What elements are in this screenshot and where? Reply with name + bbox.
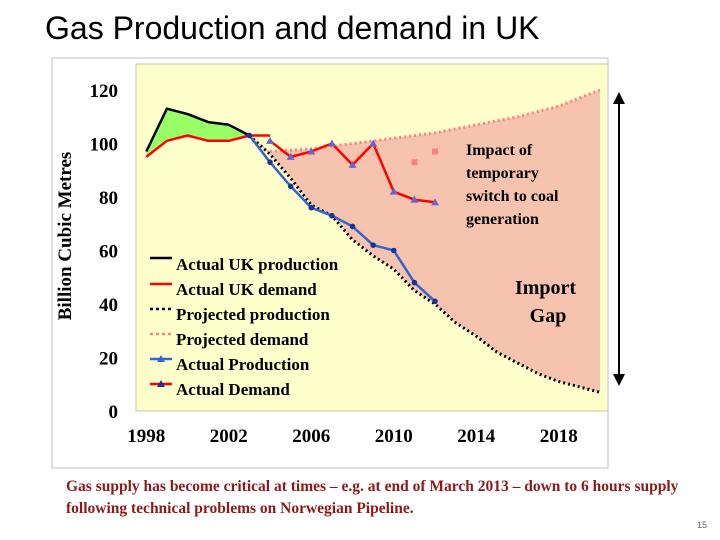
series-markers (246, 132, 440, 305)
actual-demand-point (410, 195, 419, 203)
x-tick-label: 1998 (127, 426, 165, 447)
y-tick-label: 0 (109, 402, 119, 423)
legend-label-actual-demand: Actual Demand (176, 380, 290, 399)
x-tick-label: 2014 (457, 426, 496, 447)
legend-marker-actual-production (157, 355, 165, 362)
actual-demand-point (307, 147, 316, 155)
actual-production-point (370, 242, 376, 248)
x-axis-ticks: 1998 2002 2006 2010 2014 2018 (127, 426, 577, 447)
actual-production-point (349, 223, 356, 230)
chart-border (51, 57, 609, 469)
actual-demand-point (327, 139, 336, 147)
actual-demand-point (369, 139, 378, 147)
y-tick-label: 20 (99, 349, 118, 370)
actual-production-point (308, 204, 315, 211)
y-tick-label: 100 (90, 135, 119, 156)
projected-demand-point (411, 159, 418, 166)
x-tick-label: 2018 (540, 426, 578, 447)
y-axis-label: Billion Cubic Metres (55, 152, 76, 321)
actual-demand-point (266, 136, 275, 144)
actual-production-point (329, 212, 335, 219)
x-tick-label: 2002 (210, 426, 248, 447)
x-tick-label: 2010 (375, 426, 413, 447)
legend-label-actual-production: Actual Production (176, 355, 310, 374)
slide-title: Gas Production and demand in UK (45, 10, 540, 46)
import-gap-area (249, 90, 600, 393)
projected-demand-point (432, 148, 439, 155)
area-fills (146, 90, 600, 393)
actual-demand-point (389, 187, 398, 195)
series-line-actual-production-4 (248, 134, 436, 303)
surplus-area (146, 108, 250, 157)
actual-production-point (390, 247, 397, 254)
legend-label-projected-production: Projected production (176, 305, 330, 324)
actual-production-point (267, 159, 273, 166)
legend-label-actual-uk-production: Actual UK production (176, 255, 339, 274)
actual-production-point (287, 183, 294, 190)
actual-demand-point (431, 198, 440, 206)
annotation-coal-switch: Impact of temporary switch to coal gener… (466, 142, 562, 228)
legend-label-projected-demand: Projected demand (176, 330, 309, 349)
legend-label-actual-uk-demand: Actual UK demand (176, 280, 317, 299)
y-tick-label: 120 (90, 81, 119, 102)
y-tick-label: 60 (99, 242, 118, 263)
actual-production-point (411, 279, 418, 286)
legend-marker-actual-demand (157, 380, 165, 387)
series-line-actual-uk-production-0 (145, 107, 250, 153)
slide-caption: Gas supply has become critical at times … (66, 478, 679, 517)
actual-demand-point (348, 160, 357, 168)
actual-production-point (246, 132, 253, 139)
page-number: 15 (697, 520, 708, 530)
actual-demand-point (286, 152, 295, 160)
x-tick-label: 2006 (292, 426, 330, 447)
actual-production-point (432, 298, 438, 305)
y-axis-ticks: 0 20 40 60 80 100 120 (90, 81, 119, 423)
annotation-import-gap: Import Gap (515, 277, 581, 327)
series-line-projected-production-2 (248, 134, 601, 394)
import-gap-arrow (613, 92, 625, 386)
legend: Actual UK production Actual UK demand Pr… (150, 255, 339, 399)
y-tick-label: 40 (99, 295, 118, 316)
y-tick-label: 80 (99, 188, 118, 209)
